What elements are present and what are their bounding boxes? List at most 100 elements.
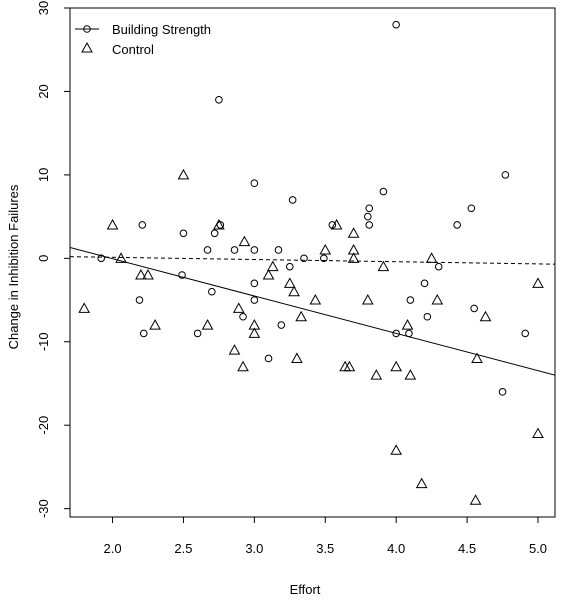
plot-frame bbox=[69, 7, 556, 518]
point-control bbox=[532, 427, 544, 439]
y-tick-label: 0 bbox=[36, 255, 51, 262]
point-control bbox=[415, 477, 428, 489]
point-building-strength bbox=[135, 296, 144, 304]
point-control bbox=[228, 344, 241, 355]
point-building-strength bbox=[379, 187, 388, 196]
point-building-strength bbox=[193, 329, 202, 338]
point-control bbox=[283, 277, 296, 288]
point-building-strength bbox=[230, 246, 239, 254]
point-control bbox=[115, 252, 127, 263]
y-tick-label: 30 bbox=[36, 1, 51, 15]
legend-entry-building-strength: Building Strength bbox=[75, 22, 211, 37]
point-control bbox=[377, 260, 390, 272]
point-control bbox=[347, 252, 360, 263]
x-axis: 2.0 2.5 3.0 3.5 4.0 4.5 5.0 bbox=[104, 517, 547, 556]
point-building-strength bbox=[178, 271, 186, 279]
point-building-strength bbox=[470, 304, 478, 313]
point-control bbox=[370, 369, 383, 380]
point-control bbox=[431, 294, 444, 305]
point-building-strength bbox=[498, 388, 507, 396]
point-building-strength bbox=[139, 329, 148, 338]
point-building-strength bbox=[239, 312, 247, 321]
x-tick-label: 5.0 bbox=[529, 541, 547, 556]
point-building-strength bbox=[264, 354, 273, 363]
x-tick-label: 4.0 bbox=[387, 541, 405, 556]
point-building-strength bbox=[501, 171, 510, 179]
y-axis: -30 -20 -10 0 10 20 30 bbox=[36, 1, 70, 518]
y-tick-label: 20 bbox=[36, 84, 51, 98]
point-building-strength bbox=[250, 179, 259, 188]
point-building-strength bbox=[250, 279, 259, 288]
point-control bbox=[361, 294, 374, 305]
point-control bbox=[149, 319, 161, 330]
point-building-strength bbox=[392, 20, 400, 29]
point-control bbox=[532, 277, 544, 288]
legend: Building Strength Control bbox=[75, 22, 211, 57]
point-building-strength bbox=[250, 246, 259, 254]
x-tick-label: 4.5 bbox=[458, 541, 476, 556]
point-control bbox=[291, 352, 303, 363]
point-control bbox=[142, 268, 154, 280]
point-control bbox=[262, 268, 275, 280]
x-axis-label: Effort bbox=[290, 582, 321, 597]
point-building-strength bbox=[467, 204, 476, 213]
point-building-strength bbox=[420, 279, 429, 288]
y-tick-label: -20 bbox=[36, 416, 51, 435]
x-tick-label: 3.0 bbox=[245, 541, 263, 556]
point-building-strength bbox=[521, 329, 530, 338]
point-building-strength bbox=[406, 296, 415, 304]
point-building-strength bbox=[434, 262, 443, 271]
point-building-strength bbox=[210, 229, 219, 238]
point-control bbox=[237, 360, 249, 372]
y-axis-label: Change in Inhibition Failures bbox=[6, 184, 21, 349]
point-control bbox=[401, 319, 414, 330]
data-marks bbox=[70, 20, 555, 505]
fit-line-building-strength bbox=[70, 246, 555, 376]
point-control bbox=[266, 260, 279, 272]
point-building-strength bbox=[300, 254, 308, 263]
point-building-strength bbox=[250, 296, 259, 304]
point-building-strength bbox=[286, 262, 294, 271]
point-control bbox=[343, 360, 356, 372]
point-building-strength bbox=[405, 329, 413, 338]
point-control bbox=[404, 369, 417, 380]
point-control bbox=[390, 444, 403, 455]
point-building-strength bbox=[203, 246, 212, 254]
point-control bbox=[425, 252, 438, 263]
point-control bbox=[201, 319, 214, 330]
point-building-strength bbox=[288, 196, 297, 204]
plot-region bbox=[69, 7, 556, 518]
point-building-strength bbox=[423, 312, 432, 321]
point-building-strength bbox=[365, 221, 374, 229]
legend-label-control: Control bbox=[112, 42, 154, 57]
point-control bbox=[479, 310, 492, 322]
point-control bbox=[330, 218, 343, 230]
legend-circle-icon bbox=[83, 25, 91, 33]
point-control bbox=[248, 327, 261, 338]
legend-triangle-icon bbox=[81, 41, 93, 53]
point-building-strength bbox=[97, 254, 105, 263]
point-control bbox=[347, 227, 360, 238]
point-control bbox=[106, 218, 119, 230]
x-tick-label: 3.5 bbox=[316, 541, 334, 556]
point-building-strength bbox=[453, 221, 461, 229]
legend-entry-control: Control bbox=[81, 41, 154, 57]
point-building-strength bbox=[365, 204, 374, 213]
point-building-strength bbox=[208, 287, 216, 296]
y-tick-label: 10 bbox=[36, 168, 51, 182]
point-control bbox=[295, 310, 308, 322]
point-building-strength bbox=[392, 329, 400, 338]
point-building-strength bbox=[215, 95, 223, 104]
point-control bbox=[390, 360, 403, 372]
point-control bbox=[469, 494, 482, 505]
x-tick-label: 2.0 bbox=[104, 541, 122, 556]
point-building-strength bbox=[364, 212, 372, 221]
y-tick-label: -10 bbox=[36, 332, 51, 351]
point-control bbox=[177, 168, 190, 180]
point-building-strength bbox=[179, 229, 188, 238]
point-control bbox=[319, 243, 332, 255]
y-tick-label: -30 bbox=[36, 499, 51, 518]
legend-label-building-strength: Building Strength bbox=[112, 22, 211, 37]
point-control bbox=[213, 218, 225, 230]
